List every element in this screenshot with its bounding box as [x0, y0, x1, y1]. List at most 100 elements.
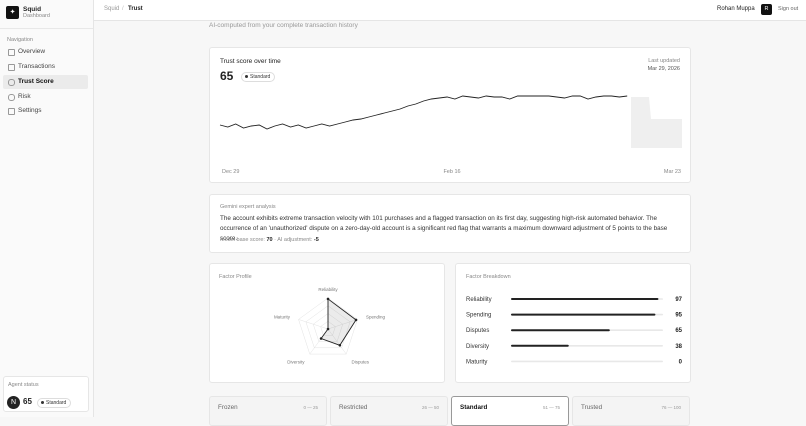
factor-value: 65 [675, 328, 682, 334]
trust-chart: Dec 29 Feb 16 Mar 23 [219, 95, 682, 175]
tier-card: Standard 51 — 75 [451, 396, 569, 426]
page: ✦ Squid Dashboard Navigation Overview Tr… [0, 0, 806, 417]
base-score: 70 [266, 237, 273, 243]
radar-grid [298, 297, 358, 355]
avatar: N [7, 396, 20, 409]
nav-item[interactable]: Overview [3, 45, 88, 59]
page-subtitle: AI-computed from your complete transacti… [209, 22, 358, 29]
radar-grid [320, 320, 336, 336]
base-label: Model base score: [220, 237, 265, 243]
bar [511, 313, 656, 316]
profile-title: Factor Profile [219, 274, 252, 280]
sidebar: ✦ Squid Dashboard Navigation Overview Tr… [0, 0, 94, 417]
breakdown-card: Factor Breakdown Reliability 97 Spending 95… [455, 263, 691, 383]
radar-point [338, 344, 342, 347]
factor-value: 38 [675, 344, 682, 350]
separator: / [122, 6, 124, 12]
divider [0, 28, 93, 29]
nav-item[interactable]: Transactions [3, 60, 88, 74]
tier-card: Frozen 0 — 25 [209, 396, 327, 426]
radar-label: Disputes [352, 359, 370, 364]
agent-status: Agent status N 65 Standard [3, 376, 89, 412]
projection-band [631, 97, 682, 148]
analysis-title: Gemini expert analysis [220, 204, 276, 210]
x-tick-label: Mar 23 [664, 169, 681, 175]
nav-text: Trust Score [18, 78, 54, 85]
nav-item-active[interactable]: Trust Score [3, 75, 88, 89]
radar-point [326, 327, 330, 331]
factor-name: Maturity [466, 359, 487, 365]
user-avatar: R [761, 4, 772, 15]
nav-item[interactable]: Settings [3, 104, 88, 118]
factor-name: Disputes [466, 328, 489, 334]
agent-score: 65 [23, 397, 32, 406]
factor-value: 0 [679, 359, 683, 365]
tier-name: Frozen [218, 404, 238, 411]
analysis-text: The account exhibits extreme transaction… [220, 215, 668, 242]
tier-range: 76 — 100 [661, 405, 681, 410]
radar-grid [312, 313, 344, 342]
factor-value: 95 [675, 313, 682, 319]
nav-text: Settings [18, 107, 42, 114]
breakdown-chart: Reliability 97 Spending 95 Disputes 65 Diversi… [466, 297, 683, 365]
factor-name: Diversity [466, 344, 489, 350]
tier-card: Trusted 76 — 100 [572, 396, 690, 426]
radar-point [326, 297, 330, 301]
breadcrumb-current: Trust [128, 6, 143, 12]
profile-card: Factor Profile Reliability Spending Disput… [209, 263, 445, 383]
updated-date: Mar 29, 2026 [647, 66, 680, 72]
tier-badge: Standard [241, 72, 276, 82]
trust-card: Trust score over time 65 Standard Last u… [209, 47, 691, 183]
nav-text: Overview [18, 48, 46, 55]
tier-range: 51 — 75 [542, 405, 560, 410]
radar-chart: Reliability Spending Disputes Diversity Matu… [274, 287, 386, 364]
radar-grid [305, 305, 351, 349]
radar-axis [327, 319, 358, 330]
app-subtitle: Dashboard [23, 13, 50, 19]
nav-text: Transactions [18, 63, 55, 70]
tier-name: Trusted [581, 404, 603, 411]
tier-name: Restricted [339, 404, 368, 411]
trust-line [219, 95, 628, 130]
app-name: Squid [23, 6, 42, 13]
breakdown-title: Factor Breakdown [466, 274, 511, 280]
radar-point [354, 318, 358, 322]
x-tick-label: Feb 16 [443, 169, 460, 175]
user-name: Rohan Muppa [717, 6, 755, 12]
tier-range: 0 — 25 [303, 405, 318, 410]
card-title: Trust score over time [220, 58, 281, 65]
header: Squid / Trust Rohan Muppa R Sign out [94, 0, 806, 21]
bar [511, 344, 569, 347]
agent-tier: Standard [37, 398, 72, 408]
factor-name: Spending [466, 313, 491, 319]
x-tick-label: Dec 29 [222, 169, 239, 175]
radar-label: Maturity [274, 315, 291, 320]
nav-label: Navigation [7, 37, 33, 43]
factor-value: 97 [675, 297, 682, 303]
tier-name: Standard [460, 404, 488, 411]
bar [511, 298, 659, 300]
score: 65 [220, 69, 234, 83]
radar-axis [298, 319, 329, 330]
radar-label: Spending [366, 315, 386, 320]
radar-point [319, 337, 323, 340]
score-note: Model base score: 70 · AI adjustment: -5 [220, 237, 319, 243]
adjustment: -5 [313, 237, 319, 243]
sign-out[interactable]: Sign out [778, 6, 799, 12]
breadcrumb[interactable]: Squid [104, 6, 120, 12]
factor-name: Reliability [466, 297, 492, 303]
nav-text: Risk [18, 93, 31, 100]
radar-shape [320, 298, 357, 346]
nav-item[interactable]: Risk [3, 90, 88, 104]
radar-axis [327, 328, 347, 355]
adj-label: · AI adjustment: [274, 237, 313, 243]
updated-label: Last updated [648, 58, 680, 64]
agent-label: Agent status [8, 382, 39, 388]
radar-label: Reliability [318, 287, 338, 292]
radar-label: Diversity [287, 359, 305, 364]
logo: ✦ [6, 6, 19, 19]
tier-card: Restricted 26 — 50 [330, 396, 448, 426]
bar-track [511, 360, 663, 363]
analysis-card: Gemini expert analysis The account exhib… [209, 194, 691, 253]
tier-range: 26 — 50 [421, 405, 439, 410]
